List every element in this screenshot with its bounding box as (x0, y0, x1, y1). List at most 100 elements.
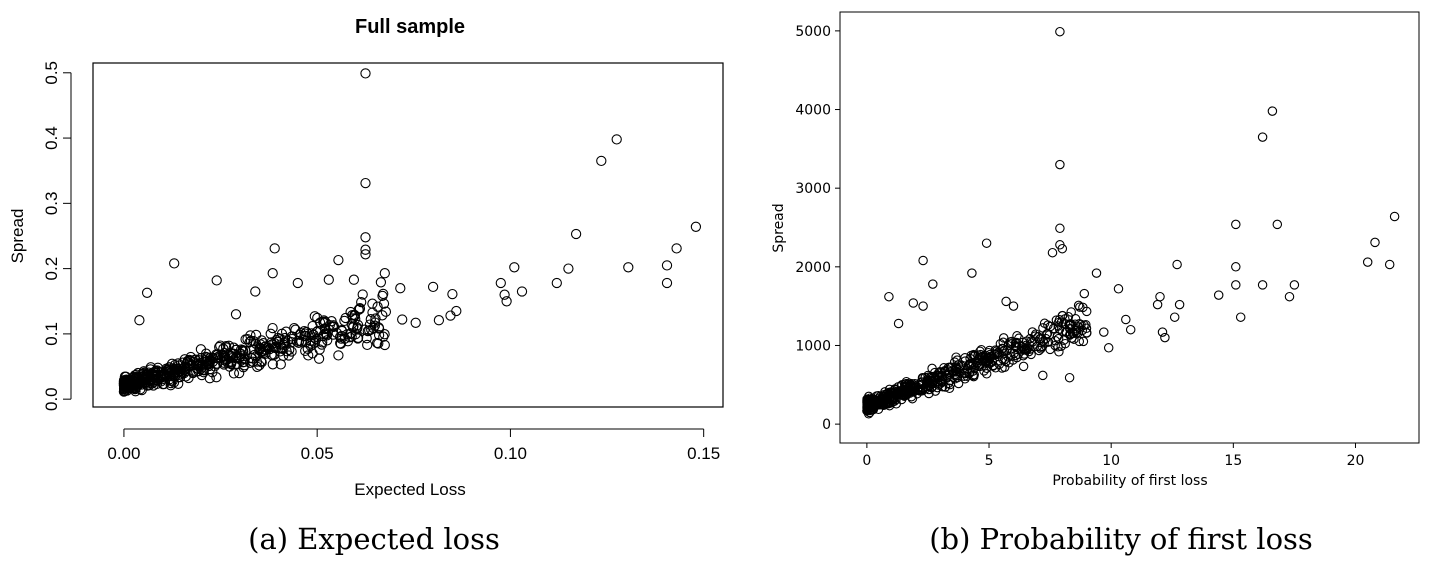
scatter-point (1053, 333, 1064, 344)
x-tick-label: 0.10 (494, 444, 527, 463)
scatter-point (372, 301, 383, 312)
scatter-point (294, 329, 305, 340)
scatter-point (933, 380, 944, 390)
scatter-point (275, 359, 286, 370)
y-tick-label: 0.2 (42, 257, 61, 281)
scatter-point (964, 360, 975, 371)
scatter-point (433, 315, 445, 326)
scatter-point (1019, 345, 1029, 355)
y-tick-label: 2000 (795, 260, 831, 276)
scatter-point (230, 309, 242, 320)
scatter-point (661, 277, 673, 289)
scatter-point (992, 348, 1003, 359)
data-points (862, 26, 1400, 419)
caption-a: (a) Expected loss (248, 522, 500, 556)
scatter-point (211, 275, 222, 286)
y-tick-label: 1000 (795, 338, 831, 354)
scatter-point (1160, 332, 1170, 343)
scatter-point (351, 323, 363, 334)
scatter-point (335, 338, 347, 350)
y-tick-label: 0.3 (42, 192, 61, 216)
scatter-point (918, 255, 928, 266)
y-tick-label: 0.5 (42, 61, 61, 85)
scatter-point (121, 380, 132, 391)
scatter-point (286, 346, 297, 357)
scatter-point (690, 221, 702, 232)
scatter-point (228, 348, 239, 359)
scatter-point (924, 388, 934, 399)
scatter-point (447, 288, 458, 300)
scatter-point (360, 249, 371, 260)
scatter-point (256, 335, 267, 346)
scatter-point (371, 337, 383, 349)
scatter-point (1213, 290, 1224, 300)
scatter-point (336, 325, 347, 336)
y-tick-label: 0.1 (42, 322, 61, 346)
scatter-point (231, 358, 242, 369)
scatter-point (313, 353, 325, 364)
scatter-point (1257, 280, 1268, 290)
x-tick-label: 0.00 (107, 444, 140, 463)
scatter-point (1284, 291, 1295, 302)
y-axis: 0.0 0.1 0.2 0.3 0.4 0.5 (42, 61, 72, 411)
scatter-point (259, 344, 271, 355)
scatter-point (323, 274, 334, 285)
scatter-point (1065, 319, 1076, 330)
scatter-point (131, 369, 142, 380)
scatter-point (169, 258, 180, 269)
scatter-point (190, 354, 201, 365)
scatter-point (509, 262, 520, 273)
scatter-point (1079, 288, 1090, 299)
plot-box (839, 11, 1420, 444)
scatter-point (129, 383, 141, 395)
scatter-point (235, 350, 247, 362)
x-axis: 0.00 0.05 0.10 0.15 (107, 428, 720, 463)
scatter-point (152, 375, 163, 386)
scatter-point (1081, 328, 1092, 338)
scatter-point (119, 377, 131, 388)
scatter-point (611, 134, 622, 145)
scatter-point (986, 351, 997, 361)
scatter-point (1272, 219, 1283, 230)
scatter-point (378, 331, 389, 342)
scatter-point (901, 376, 912, 387)
scatter-point (1267, 106, 1278, 116)
scatter-point (1081, 306, 1092, 317)
scatter-point (1289, 280, 1300, 290)
scatter-point (279, 332, 291, 344)
scatter-point (1064, 372, 1075, 383)
scatter-point (352, 333, 363, 344)
scatter-point (999, 349, 1009, 359)
scatter-point (623, 262, 634, 273)
scatter-point (207, 367, 218, 378)
y-tick-label: 0.0 (42, 387, 61, 411)
scatter-point (1155, 291, 1165, 302)
scatter-point (211, 349, 222, 360)
scatter-point (362, 339, 373, 351)
scatter-point (899, 382, 910, 393)
scatter-point (379, 339, 390, 351)
scatter-point (1235, 312, 1246, 322)
scatter-point (342, 336, 354, 347)
scatter-point (281, 346, 292, 357)
scatter-point (563, 263, 574, 274)
scatter-point (1047, 247, 1058, 258)
x-axis: 0 5 10 15 20 (862, 443, 1364, 469)
scatter-point (267, 268, 278, 279)
scatter-point (284, 344, 295, 356)
scatter-point (427, 281, 439, 293)
scatter-point (881, 398, 891, 409)
scatter-point (1125, 324, 1136, 335)
scatter-point (201, 354, 213, 365)
scatter-point (379, 329, 390, 340)
probability-first-loss-chart: 0 5 10 15 20 0 1000 2000 3000 4000 5000 Probabili… (771, 11, 1420, 489)
scatter-point (1370, 237, 1380, 248)
scatter-point (1006, 339, 1016, 349)
scatter-point (501, 296, 512, 307)
caption-b: (b) Probability of first loss (929, 522, 1313, 556)
scatter-point (348, 274, 360, 285)
scatter-point (499, 289, 510, 300)
scatter-point (1362, 257, 1373, 267)
scatter-point (305, 338, 316, 349)
scatter-point (1054, 324, 1065, 334)
